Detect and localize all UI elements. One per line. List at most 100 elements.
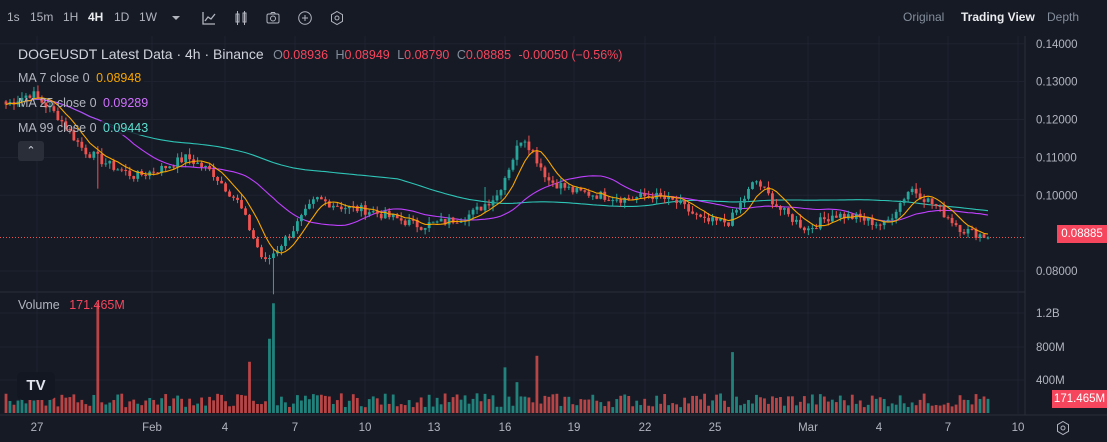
volume-bar <box>124 407 128 413</box>
volume-bar <box>499 406 503 413</box>
volume-bar <box>264 401 267 413</box>
ma99-line <box>5 98 989 212</box>
price-tick-label: 0.10000 <box>1036 190 1078 202</box>
volume-bar <box>711 400 714 413</box>
candle-body <box>435 221 439 223</box>
candle-body <box>579 187 583 191</box>
candle-body <box>160 165 164 174</box>
candle-body <box>323 199 327 202</box>
volume-bar <box>563 396 567 413</box>
candle-body <box>419 227 423 230</box>
candle-body <box>399 218 403 221</box>
candle-body <box>204 165 207 167</box>
candle-body <box>519 142 523 146</box>
volume-bar <box>220 394 223 413</box>
candle-body <box>938 206 942 208</box>
candle-type-icon[interactable] <box>233 10 249 26</box>
volume-bar <box>842 400 846 413</box>
candle-body <box>68 129 72 131</box>
gear-icon[interactable] <box>1055 420 1071 436</box>
candle-body <box>527 141 531 151</box>
interval-15m[interactable]: 15m <box>30 10 54 24</box>
volume-bar <box>60 394 64 413</box>
close-value: 0.08885 <box>465 48 512 62</box>
candle-body <box>619 199 623 203</box>
interval-1w[interactable]: 1W <box>139 10 157 24</box>
tab-trading-view[interactable]: Trading View <box>961 10 1035 24</box>
tab-depth[interactable]: Depth <box>1047 10 1080 24</box>
candle-body <box>359 205 363 212</box>
candle-body <box>814 228 818 230</box>
volume-bar <box>391 394 395 413</box>
volume-bar <box>643 398 647 413</box>
volume-bar <box>136 403 140 413</box>
time-tick-label: Mar <box>798 422 818 434</box>
candle-body <box>926 198 930 202</box>
volume-bar <box>256 403 259 413</box>
ma25-value: 0.09289 <box>100 96 152 110</box>
candle-body <box>874 224 878 226</box>
volume-bar <box>423 406 427 413</box>
volume-bar <box>216 393 219 413</box>
volume-bar <box>942 404 946 413</box>
volume-bar <box>543 395 547 413</box>
volume-bar <box>615 399 619 413</box>
interval-1h[interactable]: 1H <box>63 10 79 24</box>
candle-body <box>962 231 966 234</box>
candle-body <box>244 208 247 215</box>
candle-body <box>415 220 419 228</box>
candle-body <box>315 197 319 200</box>
candle-body <box>116 169 120 171</box>
volume-bar <box>898 395 902 413</box>
candle-body <box>934 204 938 207</box>
volume-bar <box>854 403 858 413</box>
volume-bar <box>691 395 694 413</box>
candle-body <box>966 228 970 234</box>
volume-bar <box>268 338 271 413</box>
volume-bar <box>858 400 862 413</box>
candle-body <box>339 206 343 210</box>
volume-bar <box>503 367 507 413</box>
volume-bar <box>751 403 754 413</box>
indicators-icon[interactable] <box>201 10 217 26</box>
candle-body <box>268 258 271 260</box>
chevron-down-icon[interactable] <box>171 13 181 23</box>
add-icon[interactable] <box>297 10 313 26</box>
candle-body <box>723 218 726 223</box>
candle-body <box>691 211 694 214</box>
volume-bar <box>511 405 515 413</box>
time-tick-label: 7 <box>292 422 298 434</box>
candle-body <box>779 206 782 210</box>
volume-bar <box>128 401 132 413</box>
interval-4h[interactable]: 4H <box>88 10 104 24</box>
candle-body <box>443 218 447 225</box>
ma7-legend: MA 7 close 0 0.08948 <box>18 71 145 85</box>
candle-body <box>48 106 52 108</box>
candle-body <box>327 201 331 208</box>
price-tick-label: 0.14000 <box>1036 39 1078 51</box>
volume-value: 171.465M <box>69 298 125 312</box>
volume-bar <box>950 406 954 413</box>
interval-1s[interactable]: 1s <box>7 10 20 24</box>
candle-body <box>719 218 722 221</box>
volume-bar <box>48 397 52 413</box>
volume-bar <box>635 400 639 413</box>
volume-bar <box>76 402 80 413</box>
candle-body <box>172 166 176 168</box>
candle-body <box>411 219 415 221</box>
candle-body <box>284 236 287 247</box>
collapse-legend-button[interactable]: ⌃ <box>18 141 44 161</box>
candle-body <box>607 199 611 201</box>
tab-original[interactable]: Original <box>903 10 945 24</box>
volume-bar <box>276 405 279 413</box>
time-tick-label: 27 <box>31 422 44 434</box>
ma25-line <box>5 98 989 226</box>
volume-bar <box>763 398 766 413</box>
settings-hex-icon[interactable] <box>329 10 345 26</box>
interval-1d[interactable]: 1D <box>114 10 130 24</box>
volume-bar <box>355 397 359 413</box>
volume-bar <box>914 405 918 413</box>
volume-bar <box>32 400 36 413</box>
camera-icon[interactable] <box>265 10 281 26</box>
